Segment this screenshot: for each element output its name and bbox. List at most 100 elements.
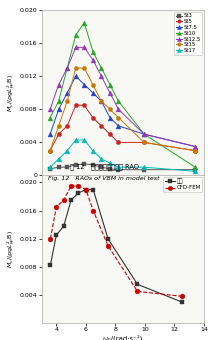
试验 xyxy=(62,224,65,228)
X-axis label: ω₀/(rad·s⁻¹): ω₀/(rad·s⁻¹) xyxy=(103,187,143,195)
St10 xyxy=(74,33,77,37)
St10 xyxy=(92,50,94,54)
St7.5 xyxy=(109,116,111,120)
CFD-FEM xyxy=(55,205,58,209)
St12.5 xyxy=(92,58,94,62)
St12.5 xyxy=(143,132,145,136)
Text: 图 12   船模试验垂向弯矩 RAO: 图 12 船模试验垂向弯矩 RAO xyxy=(69,164,139,170)
St7.5 xyxy=(194,144,197,149)
St7.5 xyxy=(66,91,68,95)
St3 xyxy=(117,168,120,172)
试验 xyxy=(92,187,94,191)
St7.5 xyxy=(83,83,85,87)
St3 xyxy=(194,168,197,172)
St17 xyxy=(92,149,94,153)
Line: St7.5: St7.5 xyxy=(48,74,198,149)
St5 xyxy=(109,132,111,136)
St5 xyxy=(74,103,77,107)
St10 xyxy=(57,99,60,103)
St12.5 xyxy=(117,107,120,112)
St15 xyxy=(117,116,120,120)
St12.5 xyxy=(100,74,103,78)
St12.5 xyxy=(83,45,85,49)
St15 xyxy=(66,99,68,103)
St5 xyxy=(92,116,94,120)
St5 xyxy=(100,124,103,128)
St10 xyxy=(83,20,85,24)
St3 xyxy=(143,168,145,172)
St17 xyxy=(100,157,103,161)
St15 xyxy=(92,83,94,87)
St15 xyxy=(143,140,145,144)
Legend: 试验, CFD-FEM: 试验, CFD-FEM xyxy=(163,177,202,192)
试验 xyxy=(77,191,80,195)
St15 xyxy=(49,149,51,153)
St17 xyxy=(194,169,197,173)
Line: St17: St17 xyxy=(48,137,198,174)
St17 xyxy=(49,165,51,169)
St10 xyxy=(194,165,197,169)
St15 xyxy=(57,124,60,128)
Line: CFD-FEM: CFD-FEM xyxy=(48,184,184,299)
Line: St12.5: St12.5 xyxy=(48,45,198,149)
Line: St15: St15 xyxy=(48,66,197,153)
试验 xyxy=(136,282,139,286)
St10 xyxy=(117,99,120,103)
CFD-FEM xyxy=(70,184,72,188)
St3 xyxy=(66,165,68,169)
St3 xyxy=(57,165,60,169)
St3 xyxy=(74,163,77,167)
St3 xyxy=(109,167,111,171)
St17 xyxy=(74,138,77,142)
试验 xyxy=(107,237,109,241)
St15 xyxy=(83,66,85,70)
St7.5 xyxy=(49,132,51,136)
St5 xyxy=(83,103,85,107)
St10 xyxy=(49,116,51,120)
St10 xyxy=(143,132,145,136)
St3 xyxy=(83,162,85,166)
St12.5 xyxy=(49,107,51,112)
St5 xyxy=(143,140,145,144)
St7.5 xyxy=(100,99,103,103)
St12.5 xyxy=(66,66,68,70)
St15 xyxy=(74,66,77,70)
St17 xyxy=(143,165,145,169)
试验 xyxy=(70,198,72,202)
St10 xyxy=(100,66,103,70)
St15 xyxy=(194,149,197,153)
St12.5 xyxy=(74,45,77,49)
St5 xyxy=(194,149,197,153)
St12.5 xyxy=(57,83,60,87)
CFD-FEM xyxy=(85,187,87,191)
Line: St10: St10 xyxy=(48,20,198,170)
Y-axis label: $M_v$/(ρg$L^2_{pp}$B): $M_v$/(ρg$L^2_{pp}$B) xyxy=(6,230,19,268)
St7.5 xyxy=(143,132,145,136)
St17 xyxy=(66,149,68,153)
试验 xyxy=(85,187,87,191)
St15 xyxy=(100,99,103,103)
X-axis label: ω₀/(rad·s⁻¹): ω₀/(rad·s⁻¹) xyxy=(103,335,143,340)
St5 xyxy=(49,149,51,153)
Line: St5: St5 xyxy=(48,103,197,153)
St17 xyxy=(117,165,120,169)
St5 xyxy=(57,132,60,136)
Y-axis label: $M_v$/(ρg$L^2_{pp}$B): $M_v$/(ρg$L^2_{pp}$B) xyxy=(6,74,19,112)
Text: Fig. 12   RAOs of VBM in model test: Fig. 12 RAOs of VBM in model test xyxy=(48,176,160,181)
St3 xyxy=(100,165,103,169)
CFD-FEM xyxy=(92,208,94,212)
St17 xyxy=(109,161,111,165)
CFD-FEM xyxy=(49,237,52,241)
St3 xyxy=(92,163,94,167)
St7.5 xyxy=(117,124,120,128)
CFD-FEM xyxy=(77,184,80,188)
Line: St3: St3 xyxy=(48,162,197,172)
St5 xyxy=(66,124,68,128)
St15 xyxy=(109,107,111,112)
CFD-FEM xyxy=(62,198,65,202)
St7.5 xyxy=(74,74,77,78)
St5 xyxy=(117,140,120,144)
试验 xyxy=(55,233,58,237)
St12.5 xyxy=(109,91,111,95)
CFD-FEM xyxy=(136,289,139,293)
